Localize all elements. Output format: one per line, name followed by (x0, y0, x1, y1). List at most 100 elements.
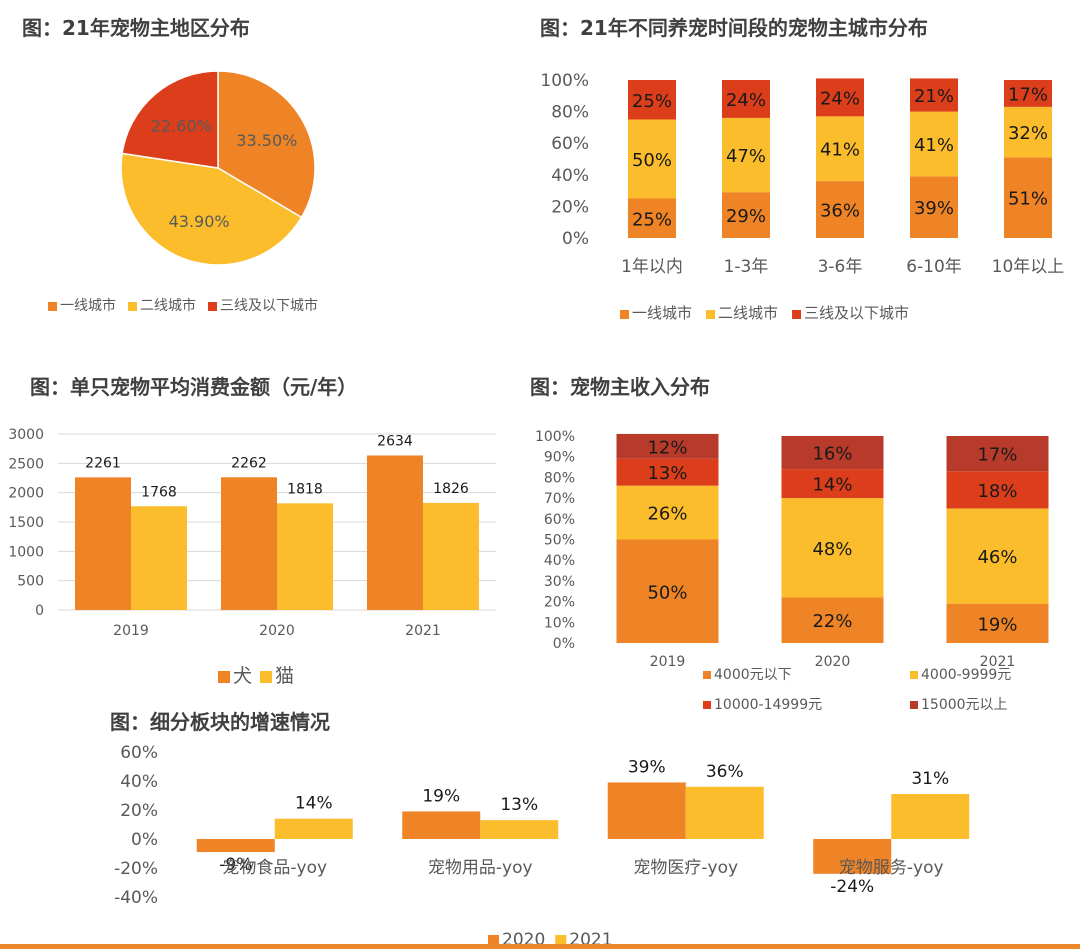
y-tick-label: 90% (544, 450, 575, 466)
income-chart-title: 图：宠物主收入分布 (530, 375, 710, 399)
segment-value-label: 32% (1008, 123, 1048, 144)
stacked-bar-segment (816, 116, 864, 182)
category-label: 宠物食品-yoy (222, 858, 327, 878)
y-tick-label: 2500 (8, 456, 44, 472)
spending-bar-chart: 0 500 1000 1500 2000 2500 3000 2261 1768 2019 2262… (8, 427, 496, 687)
city-tenure-chart-title: 图：21年不同养宠时间段的宠物主城市分布 (540, 16, 928, 40)
segment-value-label: 47% (726, 146, 766, 167)
segment-value-label: 46% (977, 547, 1017, 568)
segment-value-label: 41% (914, 135, 954, 156)
legend-swatch (620, 310, 629, 319)
legend-label: 4000-9999元 (921, 667, 1011, 683)
stacked-bar-segment (722, 192, 770, 238)
y-tick-label: 0% (131, 830, 158, 850)
segment-value-label: 50% (632, 150, 672, 171)
y-tick-label: 30% (544, 574, 575, 590)
bar (813, 839, 892, 874)
legend-swatch (128, 302, 137, 311)
spending-chart-title: 图：单只宠物平均消费金额（元/年） (30, 375, 358, 399)
x-tick-label: 2020 (815, 654, 851, 670)
y-tick-label: 2000 (8, 486, 44, 502)
bar-value-label: 1818 (287, 481, 323, 497)
bar-value-label: 36% (706, 762, 744, 782)
legend-label: 猫 (275, 665, 294, 687)
pie-data-label: 43.90% (169, 212, 230, 231)
stacked-bar-segment (616, 485, 719, 540)
segment-value-label: 39% (914, 198, 954, 219)
pie-slice (120, 152, 303, 266)
y-tick-label: 0% (553, 636, 575, 652)
legend-swatch (703, 701, 711, 709)
stacked-bar-segment (910, 111, 958, 177)
x-tick-label: 2021 (980, 654, 1016, 670)
stacked-bar-segment (628, 198, 676, 238)
segment-value-label: 17% (977, 445, 1017, 466)
x-tick-label: 1年以内 (621, 257, 683, 277)
legend-swatch (208, 302, 217, 311)
legend-swatch (910, 701, 918, 709)
y-tick-label: 1000 (8, 544, 44, 560)
stacked-bar-segment (781, 498, 884, 598)
y-tick-label: -40% (114, 888, 158, 908)
y-tick-label: -20% (114, 859, 158, 879)
y-tick-label: 70% (544, 491, 575, 507)
pie-data-label: 22.60% (151, 116, 212, 135)
y-tick-label: 40% (551, 166, 589, 186)
y-tick-label: 0% (562, 229, 589, 249)
legend-label: 二线城市 (718, 304, 778, 322)
y-tick-label: 20% (551, 197, 589, 217)
stacked-bar-segment (1004, 80, 1052, 107)
bar (607, 782, 686, 839)
segment-value-label: 12% (647, 437, 687, 458)
legend-swatch (555, 935, 567, 946)
x-tick-label: 10年以上 (992, 257, 1065, 277)
segment-value-label: 21% (914, 86, 954, 107)
legend-swatch (792, 310, 802, 319)
stacked-bar-segment (628, 119, 676, 199)
category-label: 宠物用品-yoy (428, 858, 533, 878)
stacked-bar-segment (1004, 106, 1052, 158)
bar (685, 786, 764, 839)
segment-value-label: 24% (726, 90, 766, 111)
legend-swatch (218, 671, 230, 683)
bar (221, 477, 277, 610)
legend-label: 10000-14999元 (714, 697, 822, 713)
y-tick-label: 3000 (8, 427, 44, 443)
legend-swatch (48, 302, 57, 311)
segment-value-label: 41% (820, 140, 860, 161)
y-tick-label: 50% (544, 533, 575, 549)
stacked-bar-segment (816, 78, 864, 117)
growth-bar-chart: -40% -20% 0% 20% 40% 60% -9% 14% 宠物食品-yoy 19% 13% 宠… (114, 743, 970, 949)
bar-value-label: -24% (830, 877, 874, 897)
segment-value-label: 50% (647, 582, 687, 603)
legend-swatch (488, 935, 499, 946)
income-stacked-chart: 0% 10% 20% 30% 40% 50% 60% 70% 80% 90% 100% 50% 26% 1… (535, 429, 1049, 713)
bar (277, 503, 333, 610)
stacked-bar-segment (722, 117, 770, 193)
y-tick-label: 100% (535, 429, 575, 445)
segment-value-label: 16% (812, 444, 852, 465)
y-tick-label: 60% (120, 743, 158, 763)
pie-chart-title: 图：21年宠物主地区分布 (22, 16, 250, 40)
bar-value-label: 19% (422, 786, 460, 806)
pie-data-label: 33.50% (236, 131, 297, 150)
bar-value-label: 2261 (85, 455, 121, 471)
bar-value-label: 1768 (141, 484, 177, 500)
segment-value-label: 13% (647, 463, 687, 484)
legend-label: 4000元以下 (714, 667, 792, 683)
stacked-bar-segment (722, 80, 770, 118)
legend-label: 一线城市 (60, 297, 116, 314)
y-tick-label: 100% (540, 71, 589, 91)
y-tick-label: 60% (544, 512, 575, 528)
stacked-bar-segment (946, 436, 1049, 472)
segment-value-label: 51% (1008, 189, 1048, 210)
bar (480, 820, 559, 839)
stacked-bar-segment (946, 508, 1049, 604)
legend-swatch (260, 671, 273, 683)
legend-label: 三线及以下城市 (804, 304, 909, 322)
legend-label: 15000元以上 (921, 697, 1008, 713)
stacked-bar-segment (616, 539, 719, 643)
stacked-bar-segment (616, 458, 719, 486)
legend-label: 犬 (233, 665, 252, 687)
stacked-bar-segment (1004, 157, 1052, 238)
